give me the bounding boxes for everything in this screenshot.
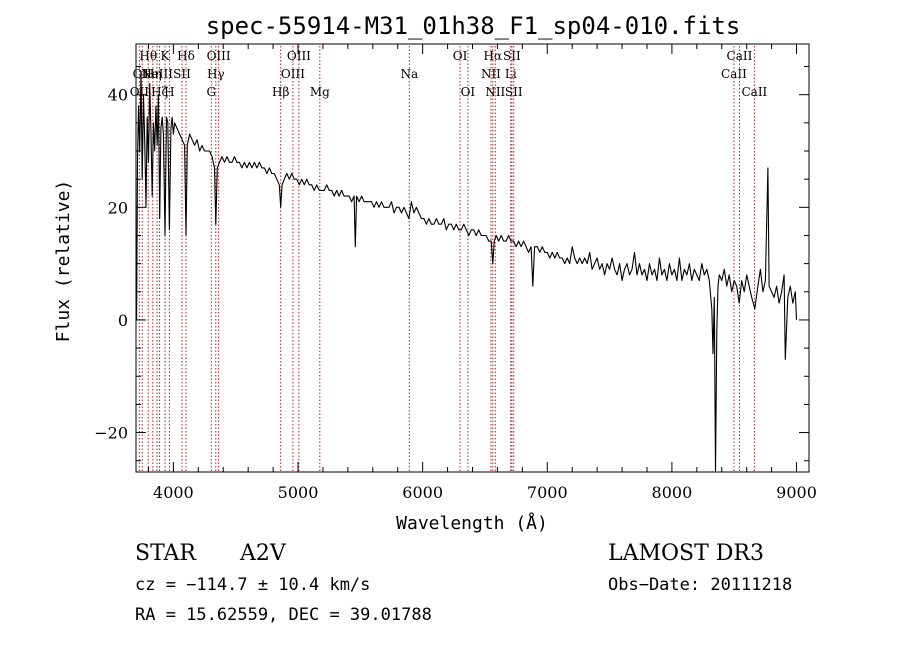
line-label-19: OI [461, 85, 476, 99]
line-label-12: OIII [207, 49, 231, 63]
line-label-13: Hβ [272, 85, 289, 99]
y-tick-label-0: −20 [94, 424, 128, 443]
line-label-10: G [206, 85, 216, 99]
object-subclass: A2V [239, 541, 287, 566]
emission-line-markers: OIIOIIHθHηNeIIIHζKHSIIHδGHγOIIIHβOIIIOII… [130, 46, 768, 472]
x-axis-label: Wavelength (Å) [396, 512, 548, 534]
line-label-5: Hζ [151, 85, 168, 99]
plot-frame [135, 43, 810, 473]
y-axis-label: Flux (relative) [53, 180, 74, 343]
line-label-16: Mg [310, 85, 330, 99]
y-axis: −20 0 20 40 [94, 66, 809, 462]
sky-coordinates: RA = 15.62559, DEC = 39.01788 [135, 605, 432, 625]
line-label-0: OII [130, 85, 150, 99]
line-label-28: CaII [741, 85, 767, 99]
x-tick-label-3: 7000 [527, 483, 568, 502]
chart-title: spec-55914-M31_01h38_F1_sp04-010.fits [206, 12, 741, 40]
line-label-9: Hδ [177, 49, 195, 63]
line-label-21: Hα [484, 49, 503, 63]
line-label-24: SII [503, 49, 521, 63]
line-label-2: Hθ [139, 49, 157, 63]
line-label-27: CaII [727, 49, 753, 63]
line-label-25: SII [505, 85, 523, 99]
line-label-22: NII [485, 85, 505, 99]
line-label-20: NII [481, 67, 501, 81]
line-label-4: NeIII [141, 67, 173, 81]
line-label-11: Hγ [207, 67, 225, 81]
object-class: STAR [135, 541, 197, 566]
line-label-23: Li [505, 67, 517, 81]
x-tick-label-5: 9000 [776, 483, 817, 502]
line-label-6: K [161, 49, 171, 63]
x-axis: 4000 5000 6000 7000 8000 9000 [147, 44, 817, 502]
survey-name: LAMOST DR3 [608, 541, 764, 566]
x-tick-label-2: 6000 [402, 483, 443, 502]
line-label-8: SII [173, 67, 191, 81]
line-label-1: OII [133, 67, 153, 81]
line-label-14: OIII [281, 67, 305, 81]
flux-series [136, 71, 798, 473]
y-tick-label-2: 20 [108, 198, 128, 217]
y-tick-label-3: 40 [108, 86, 128, 105]
line-label-15: OIII [287, 49, 311, 63]
redshift-velocity: cz = −114.7 ± 10.4 km/s [135, 575, 370, 595]
line-label-17: Na [400, 67, 418, 81]
x-tick-label-0: 4000 [153, 483, 194, 502]
y-tick-label-1: 0 [118, 311, 128, 330]
x-tick-label-1: 5000 [278, 483, 319, 502]
x-tick-label-4: 8000 [652, 483, 693, 502]
line-label-26: CaII [721, 67, 747, 81]
line-label-18: OI [453, 49, 468, 63]
line-label-7: H [164, 85, 174, 99]
observation-date: Obs−Date: 20111218 [608, 575, 792, 595]
flux-line [136, 71, 798, 473]
